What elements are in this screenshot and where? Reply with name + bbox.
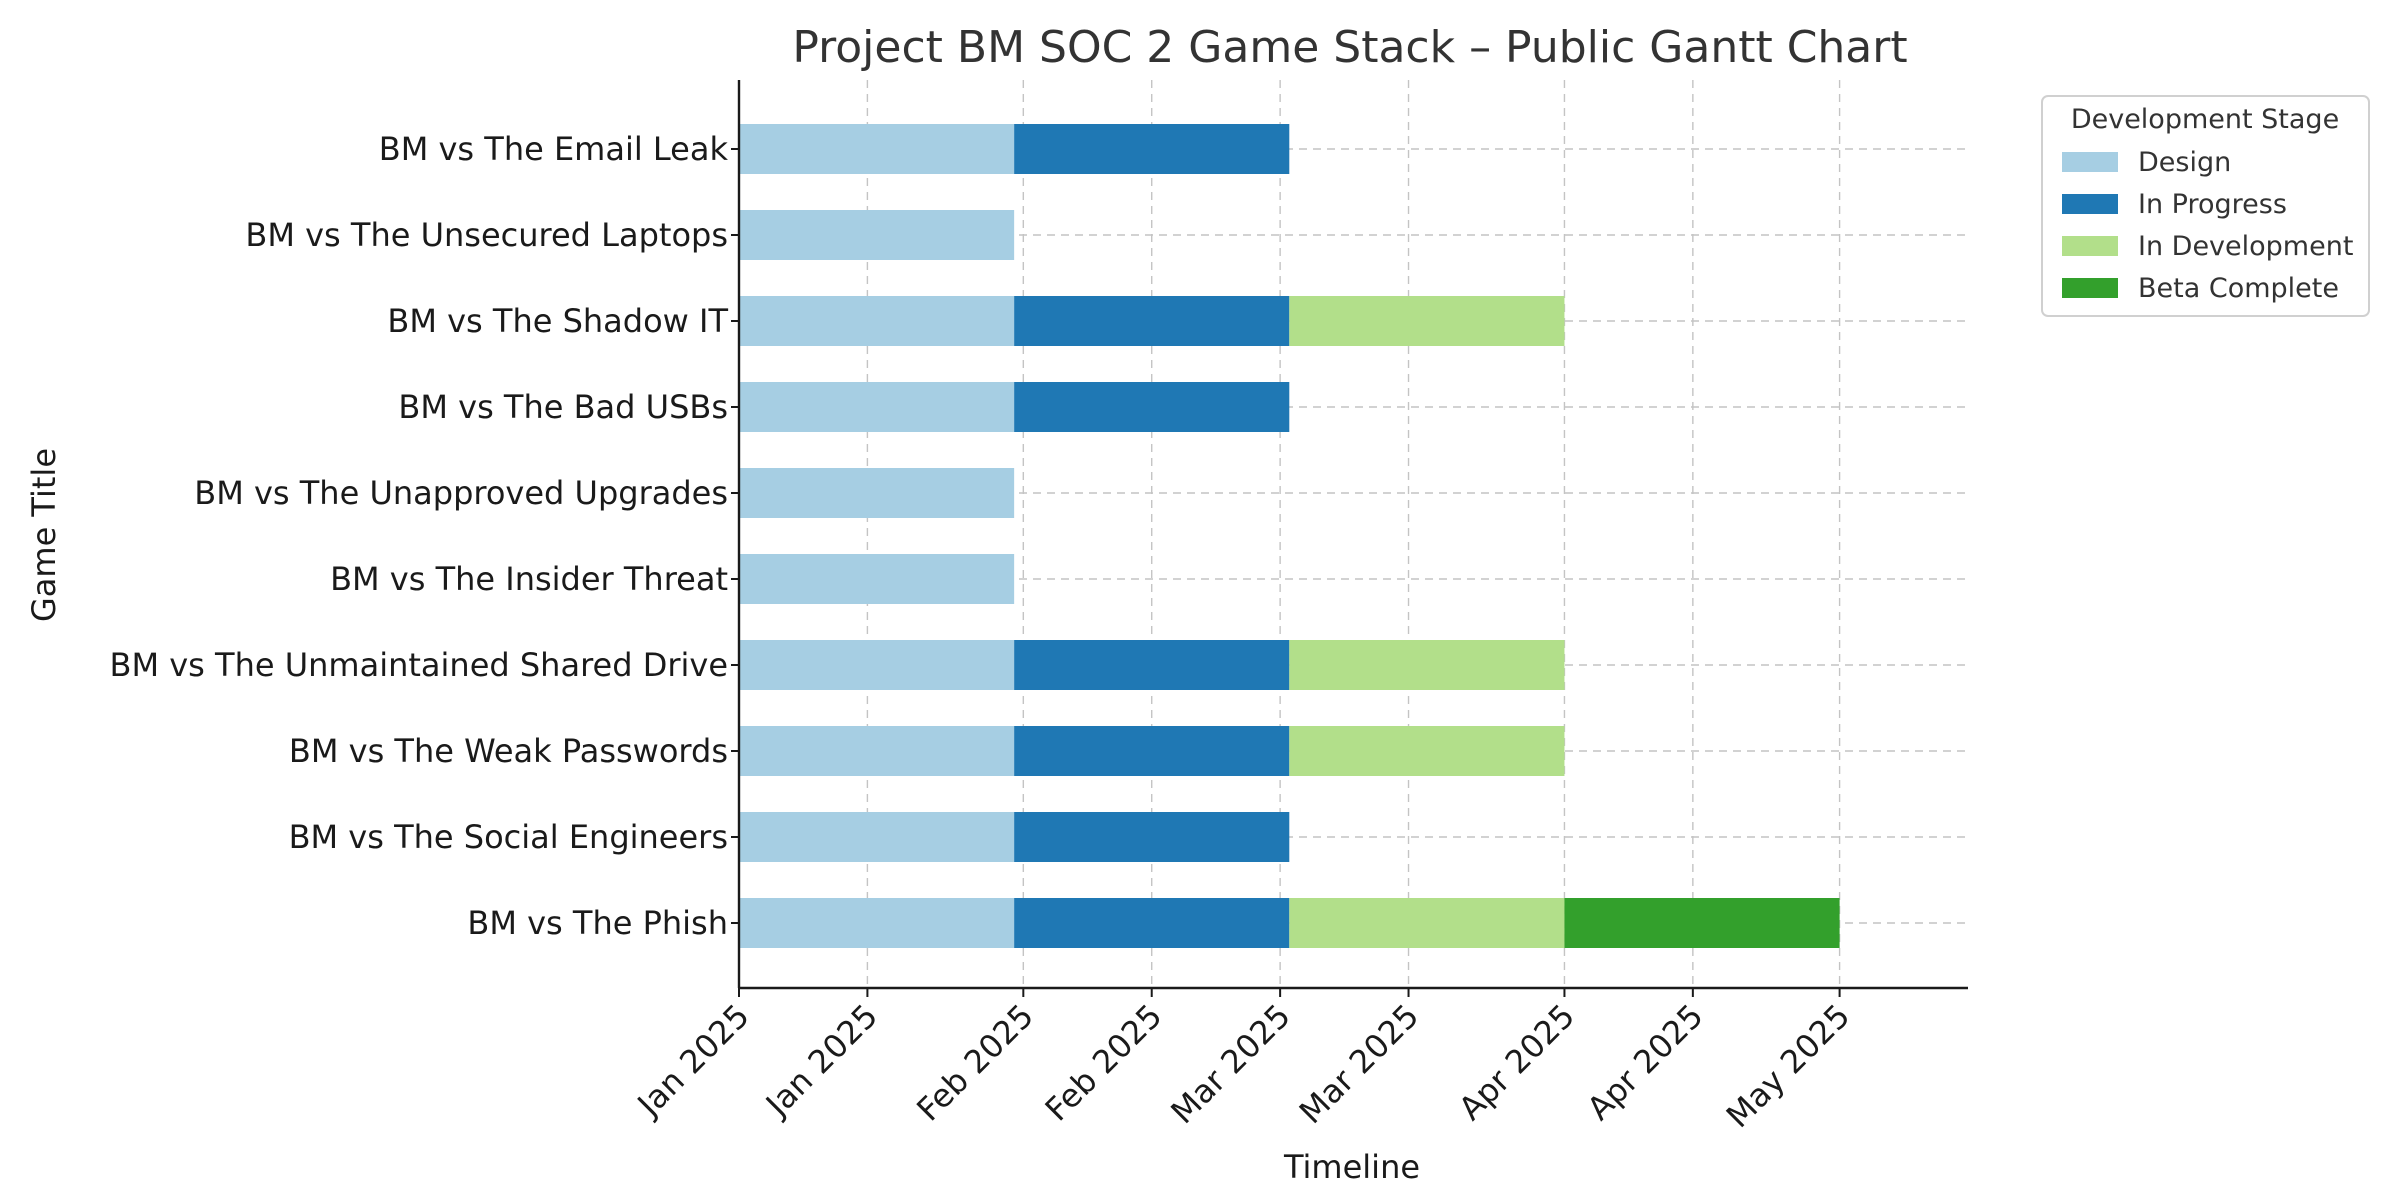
y-tick-label: BM vs The Social Engineers xyxy=(289,818,728,856)
x-axis-label: Timeline xyxy=(1283,1148,1420,1186)
legend-label: Design xyxy=(2138,147,2231,178)
y-tick-label: BM vs The Bad USBs xyxy=(398,388,728,426)
y-tick-label: BM vs The Unapproved Upgrades xyxy=(194,474,728,512)
bar-design xyxy=(739,640,1015,690)
x-tick-label: Mar 2025 xyxy=(1163,997,1297,1131)
y-tick-label: BM vs The Phish xyxy=(467,904,728,942)
y-tick-label: BM vs The Shadow IT xyxy=(387,302,728,340)
legend-label: In Progress xyxy=(2138,189,2287,220)
x-tick-label: Feb 2025 xyxy=(1038,997,1170,1129)
x-tick-label: Jan 2025 xyxy=(629,997,757,1125)
x-tick-label: Apr 2025 xyxy=(1451,997,1582,1128)
chart-title: Project BM SOC 2 Game Stack – Public Gan… xyxy=(792,22,1907,73)
legend-label: Beta Complete xyxy=(2138,273,2339,304)
bar-design xyxy=(739,468,1015,518)
bar-in-progress xyxy=(1014,726,1290,776)
bar-in-development xyxy=(1289,296,1565,346)
bar-in-progress xyxy=(1014,382,1290,432)
bar-design xyxy=(739,382,1015,432)
bar-design xyxy=(739,296,1015,346)
x-tick-label: Apr 2025 xyxy=(1580,997,1711,1128)
bar-in-progress xyxy=(1014,296,1290,346)
legend-swatch-design xyxy=(2062,152,2118,172)
bar-in-development xyxy=(1289,726,1565,776)
legend-label: In Development xyxy=(2138,231,2353,262)
y-tick-label: BM vs The Email Leak xyxy=(379,130,729,168)
bar-design xyxy=(739,554,1015,604)
bar-in-progress xyxy=(1014,124,1290,174)
bar-in-progress xyxy=(1014,898,1290,948)
y-tick-label: BM vs The Unmaintained Shared Drive xyxy=(110,646,729,684)
y-tick-label: BM vs The Insider Threat xyxy=(330,560,728,598)
legend-swatch-beta-complete xyxy=(2062,278,2118,298)
legend-title: Development Stage xyxy=(2071,104,2339,135)
bar-design xyxy=(739,812,1015,862)
y-tick-labels: BM vs The Email Leak BM vs The Unsecured … xyxy=(110,130,739,942)
x-tick-label: May 2025 xyxy=(1719,997,1857,1135)
bar-in-progress xyxy=(1014,640,1290,690)
legend-swatch-in-development xyxy=(2062,236,2118,256)
legend-swatch-in-progress xyxy=(2062,194,2118,214)
bar-design xyxy=(739,898,1015,948)
x-tick-label: Mar 2025 xyxy=(1292,997,1426,1131)
x-tick-label: Feb 2025 xyxy=(909,997,1041,1129)
bar-beta-complete xyxy=(1564,898,1840,948)
bars xyxy=(739,124,1840,948)
bar-design xyxy=(739,726,1015,776)
bar-in-progress xyxy=(1014,812,1290,862)
bar-design xyxy=(739,124,1015,174)
bar-in-development xyxy=(1289,640,1565,690)
x-tick-label: Jan 2025 xyxy=(757,997,885,1125)
legend-frame xyxy=(2041,95,2370,317)
y-tick-label: BM vs The Unsecured Laptops xyxy=(245,216,728,254)
legend: Development Stage Design In Progress In De… xyxy=(2041,95,2370,317)
y-tick-label: BM vs The Weak Passwords xyxy=(289,732,728,770)
y-axis-label: Game Title xyxy=(25,448,63,622)
bar-in-development xyxy=(1289,898,1565,948)
bar-design xyxy=(739,210,1015,260)
